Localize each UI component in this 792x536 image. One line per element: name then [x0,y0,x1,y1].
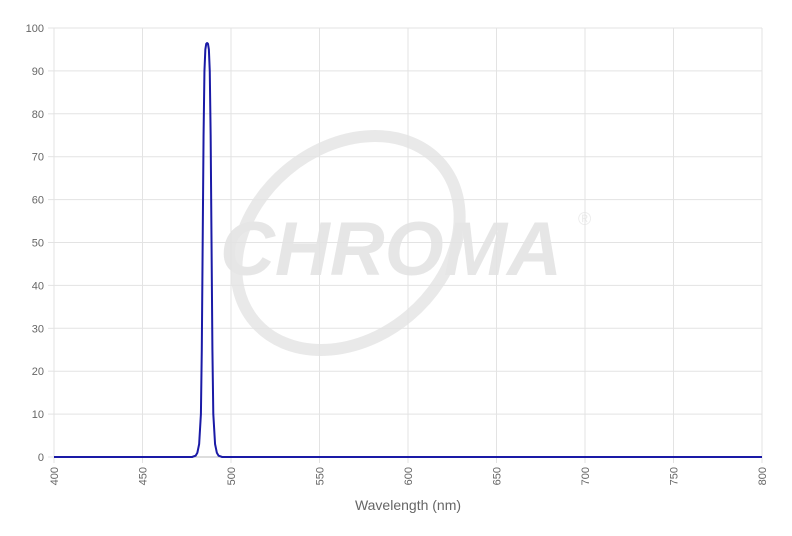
chroma-watermark-logo: CHROMA ® [220,130,591,356]
y-tick-label: 40 [32,280,44,292]
y-tick-label: 70 [32,152,44,164]
x-tick-label: 400 [49,467,61,485]
x-tick-label: 450 [138,467,150,485]
y-tick-label: 20 [32,366,44,378]
transmission-line [54,42,762,458]
x-tick-label: 800 [757,467,769,485]
y-tick-label: 50 [32,238,44,250]
svg-text:CHROMA: CHROMA [220,207,562,292]
y-tick-label: 100 [26,23,44,35]
y-tick-label: 10 [32,409,44,421]
x-tick-label: 750 [669,467,681,485]
x-tick-label: 700 [580,467,592,485]
x-tick-label: 600 [403,467,415,485]
y-tick-label: 30 [32,323,44,335]
y-tick-label: 90 [32,66,44,78]
x-tick-label: 650 [492,467,504,485]
x-tick-label: 500 [226,467,238,485]
y-tick-label: 80 [32,109,44,121]
x-tick-label: 550 [315,467,327,485]
x-axis-label: Wavelength (nm) [355,497,461,513]
y-tick-label: 0 [38,452,44,464]
y-tick-label: 60 [32,195,44,207]
